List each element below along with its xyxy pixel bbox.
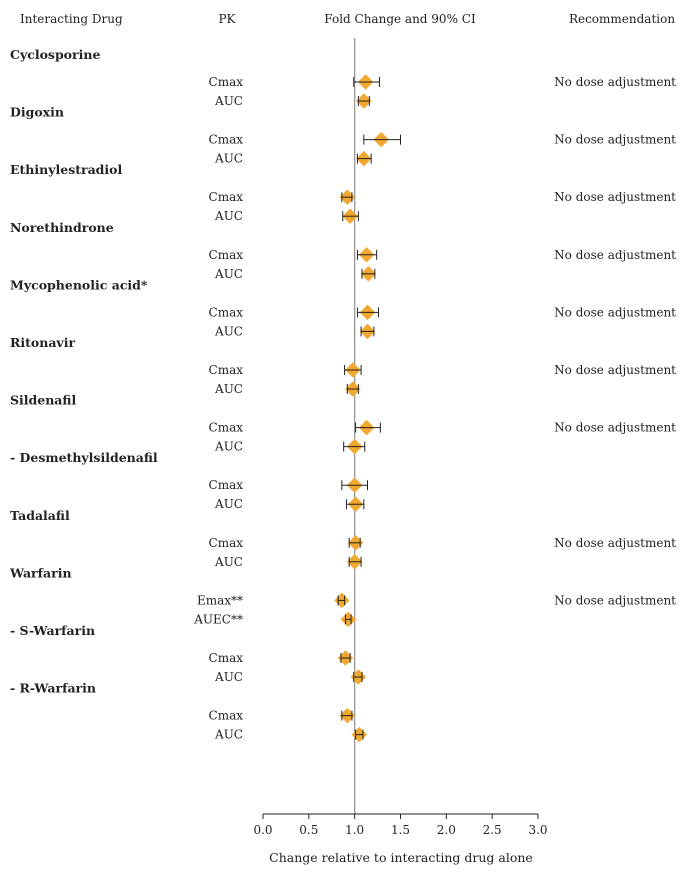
pk-label: Emax** xyxy=(197,593,243,607)
header-recommendation: Recommendation xyxy=(569,12,675,26)
recommendation-label: No dose adjustment xyxy=(554,305,676,319)
x-axis-label: Change relative to interacting drug alon… xyxy=(269,850,533,865)
pk-label: Cmax xyxy=(209,190,244,204)
recommendation-label: No dose adjustment xyxy=(554,75,676,89)
pk-label: AUC xyxy=(214,267,243,281)
drug-label: Sildenafil xyxy=(10,393,76,408)
pk-label: AUC xyxy=(214,209,243,223)
x-tick-label: 3.0 xyxy=(528,823,547,837)
pk-label: AUC xyxy=(214,94,243,108)
recommendation-label: No dose adjustment xyxy=(554,133,676,147)
pk-label: AUEC** xyxy=(193,612,243,626)
rows-layer: Cyclosporine No dose adjustment Cmax AUC Dig… xyxy=(9,38,676,814)
x-tick-label: 1.0 xyxy=(345,823,364,837)
pk-label: AUC xyxy=(214,728,243,742)
pk-label: AUC xyxy=(214,497,243,511)
drug-label: Cyclosporine xyxy=(10,47,100,62)
pk-label: AUC xyxy=(214,324,243,338)
pk-label: AUC xyxy=(214,670,243,684)
header-pk: PK xyxy=(218,12,236,26)
drug-label: - R-Warfarin xyxy=(10,681,96,696)
pk-label: Cmax xyxy=(209,75,244,89)
header-interacting-drug: Interacting Drug xyxy=(20,12,123,26)
drug-label: Warfarin xyxy=(9,565,72,580)
drug-label: Digoxin xyxy=(10,105,64,120)
x-tick-label: 1.5 xyxy=(391,823,410,837)
pk-label: Cmax xyxy=(209,133,244,147)
x-tick-label: 0.5 xyxy=(299,823,318,837)
recommendation-label: No dose adjustment xyxy=(554,248,676,262)
header-fold-change: Fold Change and 90% CI xyxy=(324,12,476,26)
recommendation-label: No dose adjustment xyxy=(554,421,676,435)
drug-label: Ritonavir xyxy=(10,335,75,350)
x-tick-label: 2.5 xyxy=(483,823,502,837)
pk-label: AUC xyxy=(214,440,243,454)
pk-label: Cmax xyxy=(209,478,244,492)
drug-label: Tadalafil xyxy=(10,508,70,523)
x-axis: 0.0 0.5 1.0 1.5 2.0 2.5 3.0 xyxy=(253,813,548,837)
x-tick-label: 2.0 xyxy=(437,823,456,837)
pk-label: Cmax xyxy=(209,536,244,550)
pk-label: Cmax xyxy=(209,305,244,319)
pk-label: Cmax xyxy=(209,651,244,665)
x-tick-label: 0.0 xyxy=(253,823,272,837)
pk-label: Cmax xyxy=(209,248,244,262)
drug-label: - S-Warfarin xyxy=(10,623,95,638)
pk-label: AUC xyxy=(214,382,243,396)
drug-label: - Desmethylsildenafil xyxy=(10,450,158,465)
drug-label: Norethindrone xyxy=(10,220,114,235)
pk-label: Cmax xyxy=(209,421,244,435)
pk-label: AUC xyxy=(214,152,243,166)
pk-label: Cmax xyxy=(209,709,244,723)
recommendation-label: No dose adjustment xyxy=(554,190,676,204)
pk-label: Cmax xyxy=(209,363,244,377)
drug-label: Mycophenolic acid* xyxy=(10,277,148,292)
recommendation-label: No dose adjustment xyxy=(554,536,676,550)
pk-label: AUC xyxy=(214,555,243,569)
recommendation-label: No dose adjustment xyxy=(554,363,676,377)
recommendation-label: No dose adjustment xyxy=(554,593,676,607)
drug-label: Ethinylestradiol xyxy=(10,162,123,177)
